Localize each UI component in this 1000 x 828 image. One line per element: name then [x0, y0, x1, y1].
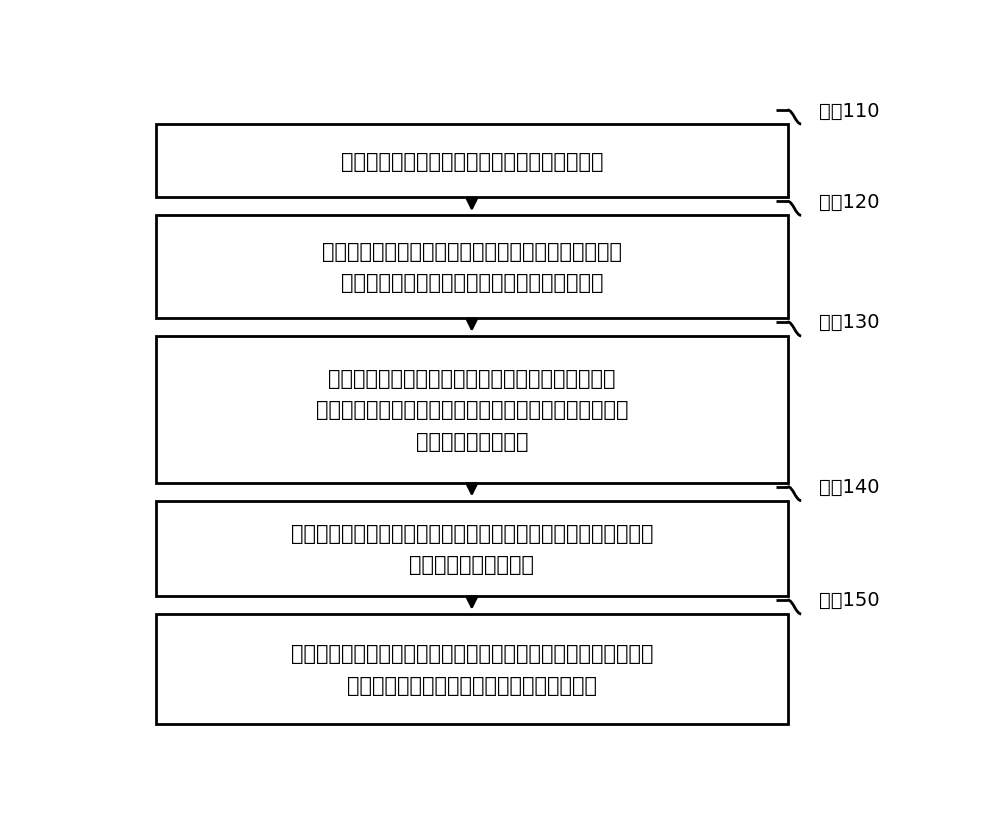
Text: 步骤110: 步骤110	[819, 101, 879, 120]
Text: 基于同位素信息，按照预设划分条件，在待分析样本的
同位素峰中确定参考同位素峰和待调整同位素峰: 基于同位素信息，按照预设划分条件，在待分析样本的 同位素峰中确定参考同位素峰和待…	[322, 242, 622, 293]
Text: 获取非标记样本中第一注释代谢物的同位素信息: 获取非标记样本中第一注释代谢物的同位素信息	[341, 152, 603, 171]
Text: 步骤130: 步骤130	[819, 313, 879, 332]
Text: 步骤140: 步骤140	[819, 478, 879, 497]
Text: 步骤120: 步骤120	[819, 193, 879, 211]
Bar	[156, 614, 788, 724]
Text: 通过天然同位素校正算法，校正第一同位素峰丰度值和第二同位素
峰丰度值，得到待分析样本的同位素标记结果: 通过天然同位素校正算法，校正第一同位素峰丰度值和第二同位素 峰丰度值，得到待分析…	[291, 643, 653, 695]
Bar	[156, 336, 788, 484]
Bar	[156, 216, 788, 319]
Text: 步骤150: 步骤150	[819, 590, 879, 609]
Text: 通过参考同位素峰顶点对应的色谱保留时间和峰边界
，调整待调整同位素峰顶点对应的色谱保留时间和峰边界
，得到目标同位素峰: 通过参考同位素峰顶点对应的色谱保留时间和峰边界 ，调整待调整同位素峰顶点对应的色…	[316, 368, 628, 451]
Bar	[156, 125, 788, 198]
Bar	[156, 501, 788, 596]
Text: 分别计算参考同位素峰的第一同位素峰丰度值，以及目标同位素峰
的第二同位素峰丰度值: 分别计算参考同位素峰的第一同位素峰丰度值，以及目标同位素峰 的第二同位素峰丰度值	[291, 523, 653, 575]
